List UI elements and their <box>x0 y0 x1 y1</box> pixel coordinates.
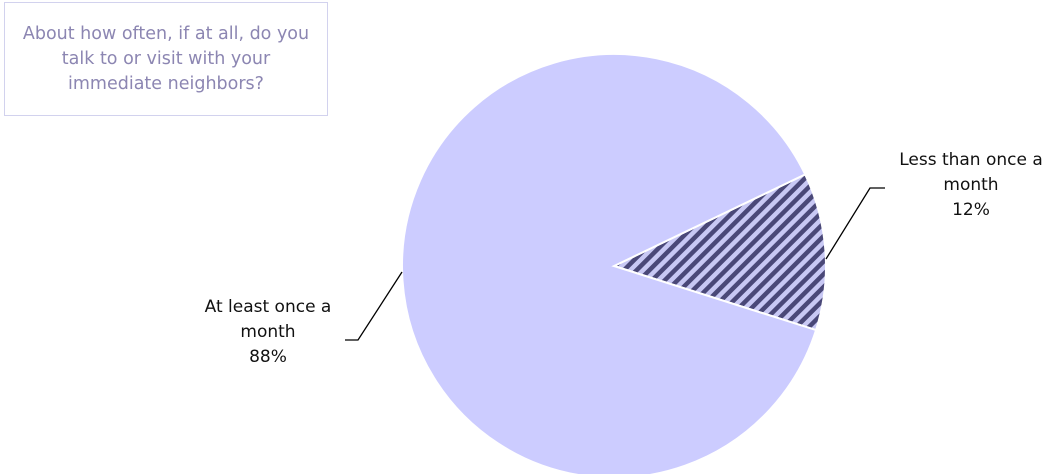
chart-title: About how often, if at all, do you talk … <box>4 2 328 116</box>
leader-line-at-least-once-a-month <box>345 271 403 341</box>
pie-slice-at-least-once-a-month <box>401 53 818 474</box>
pie-slice-less-than-once-a-month <box>611 173 827 332</box>
leader-line-less-than-once-a-month <box>825 187 885 260</box>
slice-value-label: 88% <box>249 347 287 367</box>
slice-label-line2: month <box>943 175 999 195</box>
slice-label-at-least-once-a-month: At least once a month 88% <box>178 295 358 370</box>
slice-label-less-than-once-a-month: Less than once a month 12% <box>884 148 1058 223</box>
slice-label-line2: month <box>240 322 296 342</box>
slice-value-label: 12% <box>952 200 990 220</box>
slice-label-line1: Less than once a <box>899 150 1043 170</box>
slice-label-line1: At least once a <box>204 297 332 317</box>
